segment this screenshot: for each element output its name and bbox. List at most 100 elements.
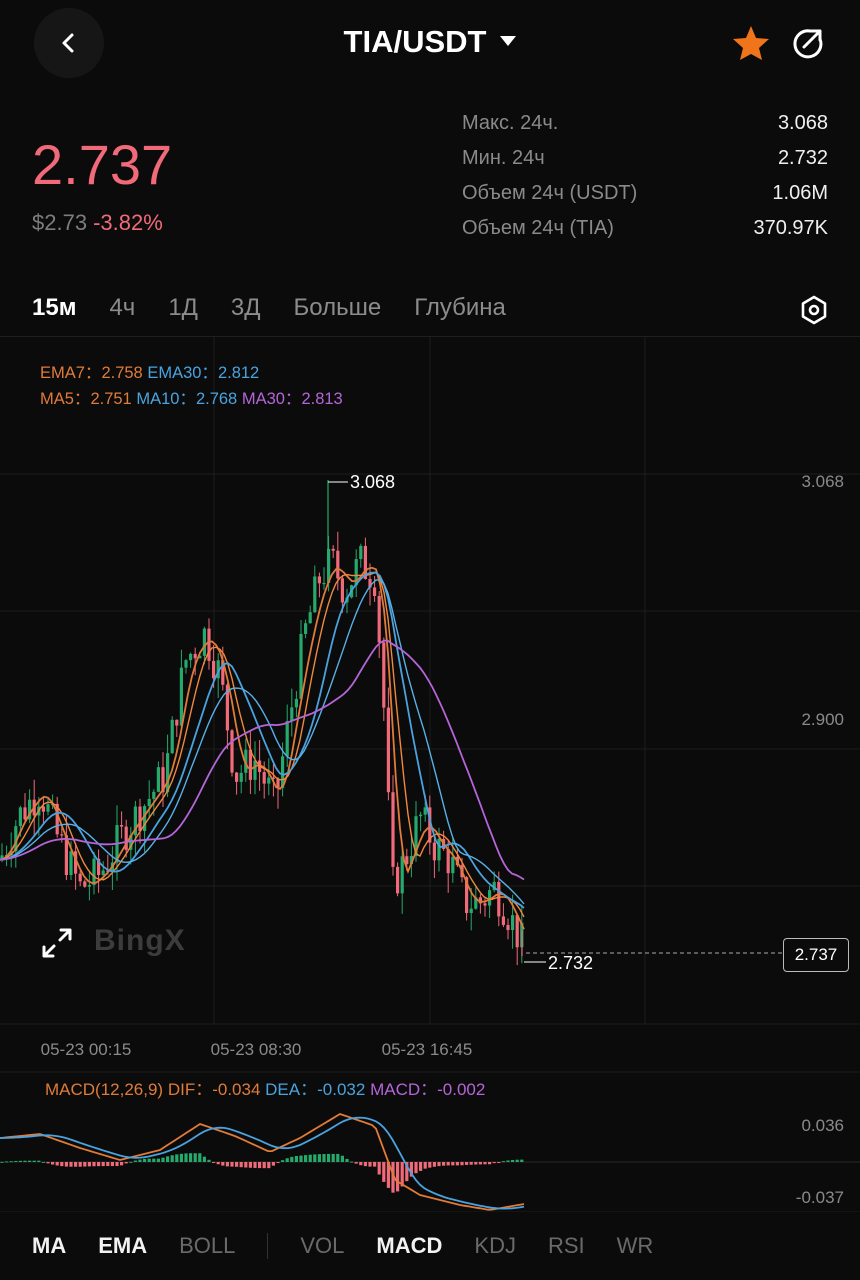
settings-icon[interactable] <box>800 295 828 325</box>
candle-body <box>225 684 229 731</box>
pair-selector[interactable]: TIA/USDT <box>0 24 860 60</box>
candle-body <box>120 825 124 827</box>
candle-body <box>492 881 496 891</box>
macd-histogram-bar <box>78 1162 82 1167</box>
high-price-label: 3.068 <box>350 472 395 492</box>
ma10-label: MA10： <box>136 390 196 408</box>
price-chart[interactable]: 3.068 2.732 3.068 2.900 05-23 00:15 05-23 08:… <box>0 336 860 1212</box>
macd-y-tick: 0.036 <box>801 1116 844 1135</box>
macd-histogram-bar <box>32 1160 36 1162</box>
macd-histogram-bar <box>248 1162 252 1168</box>
candle-body <box>322 582 326 585</box>
macd-histogram-bar <box>193 1153 197 1162</box>
indicator-vol[interactable]: VOL <box>300 1233 345 1258</box>
candle-body <box>124 826 128 850</box>
macd-histogram-bar <box>405 1162 409 1182</box>
macd-histogram-bar <box>87 1162 91 1167</box>
macd-histogram-bar <box>110 1162 114 1167</box>
macd-histogram-bar <box>156 1158 160 1162</box>
candle-body <box>391 792 395 867</box>
candle-body <box>331 548 335 551</box>
macd-histogram-bar <box>382 1162 386 1182</box>
macd-histogram-bar <box>138 1159 142 1162</box>
indicator-ema[interactable]: EMA <box>98 1233 148 1258</box>
candle-body <box>101 870 105 876</box>
x-tick-label: 05-23 16:45 <box>382 1040 473 1059</box>
candle-body <box>216 660 220 679</box>
indicator-rsi[interactable]: RSI <box>547 1233 585 1258</box>
indicator-wr[interactable]: WR <box>616 1233 654 1258</box>
macd-histogram-bar <box>101 1162 105 1167</box>
candle-body <box>239 772 243 782</box>
ema7-label: EMA7： <box>40 364 102 382</box>
macd-histogram-bar <box>469 1162 473 1165</box>
indicator-macd[interactable]: MACD <box>376 1233 443 1258</box>
candle-body <box>143 806 147 832</box>
y-tick-label: 3.068 <box>801 472 844 491</box>
macd-histogram-bar <box>69 1162 73 1167</box>
candle-body <box>451 856 455 874</box>
share-icon[interactable] <box>790 26 826 62</box>
candle-body <box>359 545 363 560</box>
macd-histogram-bar <box>497 1162 501 1163</box>
candle-body <box>488 890 492 906</box>
macd-histogram-bar <box>28 1160 32 1162</box>
macd-histogram-bar <box>474 1162 478 1165</box>
macd-histogram-bar <box>317 1154 321 1162</box>
back-arrow-icon <box>62 33 74 53</box>
indicator-ma[interactable]: MA <box>32 1233 67 1258</box>
ma10-value: 2.768 <box>195 390 238 408</box>
macd-histogram-bar <box>294 1156 298 1162</box>
candle-body <box>465 877 469 914</box>
candle-body <box>501 916 505 925</box>
tab-more[interactable]: Больше <box>293 294 382 321</box>
indicator-kdj[interactable]: KDJ <box>474 1233 516 1258</box>
candle-body <box>147 798 151 807</box>
candle-body <box>133 806 137 836</box>
ema30-label: EMA30： <box>147 364 218 382</box>
candle-body <box>179 667 183 726</box>
macd-histogram-bar <box>340 1155 344 1162</box>
candle-body <box>294 698 298 708</box>
tab-15m[interactable]: 15м <box>32 294 77 321</box>
expand-icon[interactable] <box>40 926 74 960</box>
macd-histogram-bar <box>179 1153 183 1162</box>
candle-body <box>262 772 266 784</box>
indicator-boll[interactable]: BOLL <box>179 1233 236 1258</box>
macd-histogram-bar <box>9 1161 13 1163</box>
candle-body <box>170 719 174 754</box>
macd-histogram-bar <box>198 1153 202 1162</box>
tab-4h[interactable]: 4ч <box>109 294 136 321</box>
stat-row-vol-usdt: Объем 24ч (USDT) 1.06M <box>462 182 828 217</box>
candle-body <box>432 842 436 861</box>
candle-body <box>78 873 82 882</box>
current-price-tag: 2.737 <box>783 938 849 972</box>
macd-histogram-bar <box>0 1161 4 1163</box>
candle-body <box>271 777 275 779</box>
candle-body <box>230 730 234 773</box>
macd-histogram-bar <box>230 1162 234 1167</box>
stat-value: 2.732 <box>777 147 828 169</box>
stat-row-vol-tia: Объем 24ч (TIA) 370.97K <box>462 217 828 252</box>
macd-histogram-bar <box>184 1153 188 1162</box>
indicator-divider <box>267 1233 269 1259</box>
macd-histogram-bar <box>115 1162 119 1167</box>
macd-histogram-bar <box>455 1162 459 1166</box>
star-icon[interactable] <box>731 24 771 62</box>
macd-histogram-bar <box>391 1162 395 1193</box>
watermark-logo: BingX <box>94 924 186 957</box>
candle-body <box>313 576 317 613</box>
macd-histogram-bar <box>345 1158 349 1162</box>
macd-histogram-bar <box>74 1162 78 1167</box>
macd-histogram-bar <box>5 1161 9 1163</box>
tab-depth[interactable]: Глубина <box>414 294 506 321</box>
candle-body <box>414 816 418 857</box>
macd-legend-part: -0.032 <box>317 1080 370 1099</box>
back-button[interactable] <box>34 8 104 78</box>
macd-histogram-bar <box>46 1162 50 1164</box>
macd-histogram-bar <box>432 1162 436 1167</box>
tab-3d[interactable]: 3Д <box>230 294 261 321</box>
candle-body <box>212 660 216 679</box>
tab-1d[interactable]: 1Д <box>168 294 198 321</box>
macd-histogram-bar <box>120 1162 124 1166</box>
